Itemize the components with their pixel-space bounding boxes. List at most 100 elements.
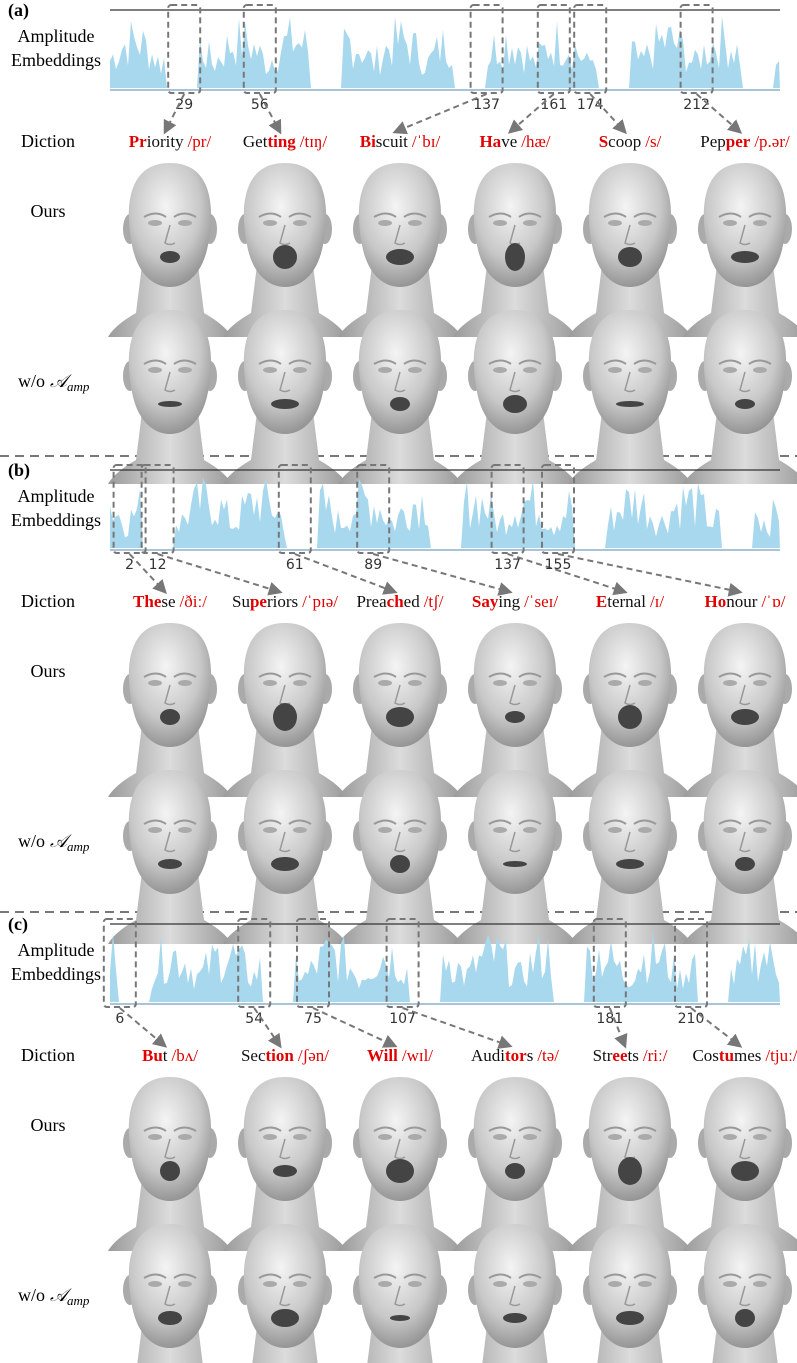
eye (493, 1281, 507, 1287)
nose (624, 831, 636, 853)
nose (394, 224, 406, 246)
neck (453, 265, 577, 337)
brow (258, 819, 312, 825)
highlight-syllable: ting (267, 132, 296, 151)
nose (394, 371, 406, 393)
eye (493, 367, 507, 373)
eye (608, 827, 622, 833)
panel-label: (b) (8, 460, 30, 481)
mouth (731, 251, 759, 263)
eye (178, 1281, 192, 1287)
brow (373, 1273, 427, 1279)
word-part: Audi (471, 1046, 505, 1065)
eye (638, 680, 652, 686)
phonetic: /ˈseɪ/ (524, 592, 558, 611)
diction-word: Scoop/s/ (599, 132, 662, 151)
eye (523, 827, 537, 833)
head-render (698, 1224, 792, 1363)
head-render (108, 770, 232, 944)
word-part: Get (243, 132, 268, 151)
row-label: Ours (31, 201, 66, 221)
brow (603, 359, 657, 365)
highlight-syllable: E (596, 592, 607, 611)
word-part: mes (734, 1046, 761, 1065)
neck (108, 1179, 232, 1251)
mouth (731, 709, 759, 725)
highlight-syllable: ch (387, 592, 405, 611)
eye (148, 827, 162, 833)
nose (739, 371, 751, 393)
head-render (468, 1224, 562, 1363)
eye (263, 367, 277, 373)
nose (164, 371, 176, 393)
eye (638, 1134, 652, 1140)
brow (488, 1126, 542, 1132)
eye (753, 1134, 767, 1140)
neck (223, 872, 347, 944)
head-render (223, 310, 347, 484)
diction-word: Eternal/ɪ/ (596, 592, 664, 611)
highlight-syllable: pe (250, 592, 267, 611)
eye (723, 680, 737, 686)
eye (263, 1134, 277, 1140)
mouth (618, 1157, 642, 1185)
brow (603, 819, 657, 825)
eye (523, 680, 537, 686)
diction-word: Preached/tʃ/ (356, 592, 443, 611)
frame-box (102, 918, 137, 1008)
frame-box (592, 918, 627, 1008)
eye (378, 680, 392, 686)
mouth (505, 711, 525, 723)
word-part: scuit (376, 132, 408, 151)
brow (258, 672, 312, 678)
frame-box (536, 4, 571, 94)
head-render (108, 163, 232, 337)
eye (148, 1134, 162, 1140)
neck (453, 1179, 577, 1251)
frame-number: 212 (683, 97, 710, 113)
eye (493, 827, 507, 833)
frame-number: 12 (149, 557, 167, 573)
highlight-syllable: Ho (705, 592, 727, 611)
phonetic: /ðiː/ (180, 592, 208, 611)
diction-word: Streets/riː/ (593, 1046, 668, 1065)
head-render (353, 1224, 447, 1363)
word-part: coop (608, 132, 641, 151)
brow (603, 672, 657, 678)
nose (739, 1138, 751, 1160)
word-part: ve (501, 132, 517, 151)
eye (378, 220, 392, 226)
brow (373, 672, 427, 678)
nose (739, 224, 751, 246)
word-part: t (163, 1046, 168, 1065)
row-label: Diction (21, 131, 75, 151)
mouth (731, 1161, 759, 1181)
eye (293, 827, 307, 833)
highlight-syllable: per (726, 132, 751, 151)
eye (493, 220, 507, 226)
mouth (386, 249, 414, 265)
frame-arrow (608, 1007, 628, 1049)
frame-arrow (119, 1007, 168, 1048)
head-render (338, 1077, 462, 1251)
mouth (271, 857, 299, 871)
phonetic: /s/ (645, 132, 661, 151)
neck (568, 412, 692, 484)
frame-arrow (128, 553, 167, 595)
highlight-syllable: Bu (142, 1046, 163, 1065)
eye (148, 367, 162, 373)
nose (624, 224, 636, 246)
phonetic: /riː/ (643, 1046, 668, 1065)
head-render (568, 770, 692, 944)
frame-arrow (253, 1007, 282, 1049)
diction-word: Superiors/ˈpɪə/ (232, 592, 338, 611)
eye (263, 220, 277, 226)
head-render (338, 310, 462, 484)
mouth (160, 251, 180, 263)
eye (148, 220, 162, 226)
brow (488, 212, 542, 218)
head-render (338, 163, 462, 337)
eye (753, 367, 767, 373)
head-render (453, 163, 577, 337)
mouth (271, 399, 299, 409)
